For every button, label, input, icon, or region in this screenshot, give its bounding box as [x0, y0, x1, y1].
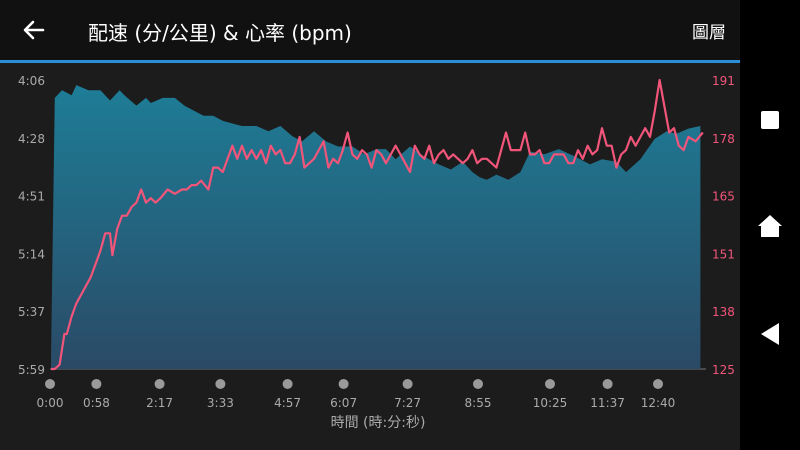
- x-tick-dot: [653, 379, 664, 389]
- x-tick-label: 0:00: [37, 396, 64, 410]
- top-app-bar: 配速 (分/公里) & 心率 (bpm) 圖層: [0, 0, 740, 60]
- y-left-tick-label: 5:14: [18, 247, 45, 261]
- x-tick-label: 4:57: [274, 396, 301, 410]
- y-right-tick-label: 151: [712, 247, 735, 261]
- x-tick-label: 0:58: [83, 396, 110, 410]
- header-accent-line: [0, 60, 740, 63]
- x-tick-label: 11:37: [590, 396, 625, 410]
- y-right-tick-label: 125: [712, 363, 735, 377]
- recents-button[interactable]: [740, 98, 800, 142]
- layers-button[interactable]: 圖層: [692, 23, 726, 43]
- x-tick-label: 10:25: [533, 396, 568, 410]
- y-left-tick-label: 4:28: [18, 132, 45, 146]
- x-tick-label: 7:27: [394, 396, 421, 410]
- x-tick-dot: [473, 379, 484, 389]
- home-icon: [758, 215, 782, 237]
- x-tick-label: 8:55: [465, 396, 492, 410]
- x-tick-label: 3:33: [207, 396, 234, 410]
- x-tick-dot: [602, 379, 613, 389]
- pace-heart-rate-chart: 4:06 4:28 4:51 5:14 5:37 5:59 191 178 165 151 138…: [18, 74, 735, 431]
- x-tick-label: 12:40: [641, 396, 676, 410]
- pace-area: [50, 85, 701, 369]
- triangle-back-icon: [761, 323, 779, 345]
- y-left-tick-label: 4:06: [18, 74, 45, 88]
- page-title: 配速 (分/公里) & 心率 (bpm): [88, 21, 352, 45]
- x-tick-dot: [402, 379, 413, 389]
- heart-rate-line: [51, 78, 704, 371]
- x-tick-dot: [45, 379, 55, 389]
- x-tick-dot: [154, 379, 165, 389]
- y-left-tick-label: 4:51: [18, 190, 45, 204]
- x-tick-label: 6:07: [330, 396, 357, 410]
- y-right-tick-label: 178: [712, 132, 735, 146]
- square-icon: [761, 111, 779, 129]
- y-left-tick-label: 5:37: [18, 305, 45, 319]
- x-tick-dot: [545, 379, 556, 389]
- x-tick-dot: [282, 379, 293, 389]
- x-tick-label: 2:17: [146, 396, 173, 410]
- x-tick-dot: [91, 379, 102, 389]
- y-right-tick-label: 165: [712, 190, 735, 204]
- app-window: 配速 (分/公里) & 心率 (bpm) 圖層 4:06 4:28 4:51 5:14…: [0, 0, 740, 450]
- y-right-tick-label: 191: [712, 74, 735, 88]
- arrow-left-icon: [23, 20, 45, 40]
- y-right-tick-label: 138: [712, 305, 735, 319]
- x-tick-dot: [215, 379, 226, 389]
- back-button[interactable]: [14, 12, 54, 48]
- nav-back-button[interactable]: [740, 312, 800, 356]
- system-nav-bar: [740, 0, 800, 450]
- y-left-tick-label: 5:59: [18, 363, 45, 377]
- x-axis-label: 時間 (時:分:秒): [331, 415, 426, 431]
- home-button[interactable]: [740, 204, 800, 248]
- x-tick-dot: [338, 379, 349, 389]
